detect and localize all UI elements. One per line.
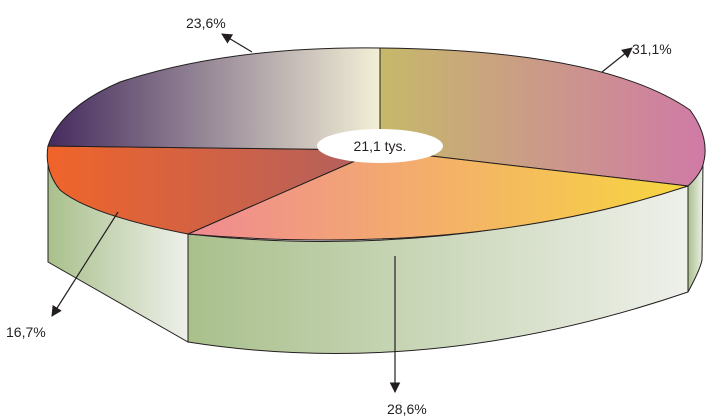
slice-31-1 [379, 47, 706, 187]
data-label-28-6: 28,6% [387, 401, 427, 417]
arrow-23-6 [221, 33, 253, 53]
data-label-16-7: 16,7% [6, 324, 46, 340]
center-label: 21,1 tys. [354, 138, 407, 154]
data-labels: 31,1% 28,6% 16,7% 23,6% [6, 15, 672, 417]
data-label-23-6: 23,6% [186, 15, 226, 31]
data-label-31-1: 31,1% [632, 41, 672, 57]
arrow-31-1 [601, 47, 633, 73]
slice-28-6 [187, 149, 689, 241]
slice-23-6 [47, 47, 381, 151]
center-label-group: 21,1 tys. [317, 129, 443, 163]
arrow-16-7 [51, 211, 119, 317]
slice-16-7 [46, 145, 381, 235]
center-label-badge [317, 129, 443, 163]
pie-top [46, 47, 706, 241]
leader-arrows [51, 33, 633, 394]
